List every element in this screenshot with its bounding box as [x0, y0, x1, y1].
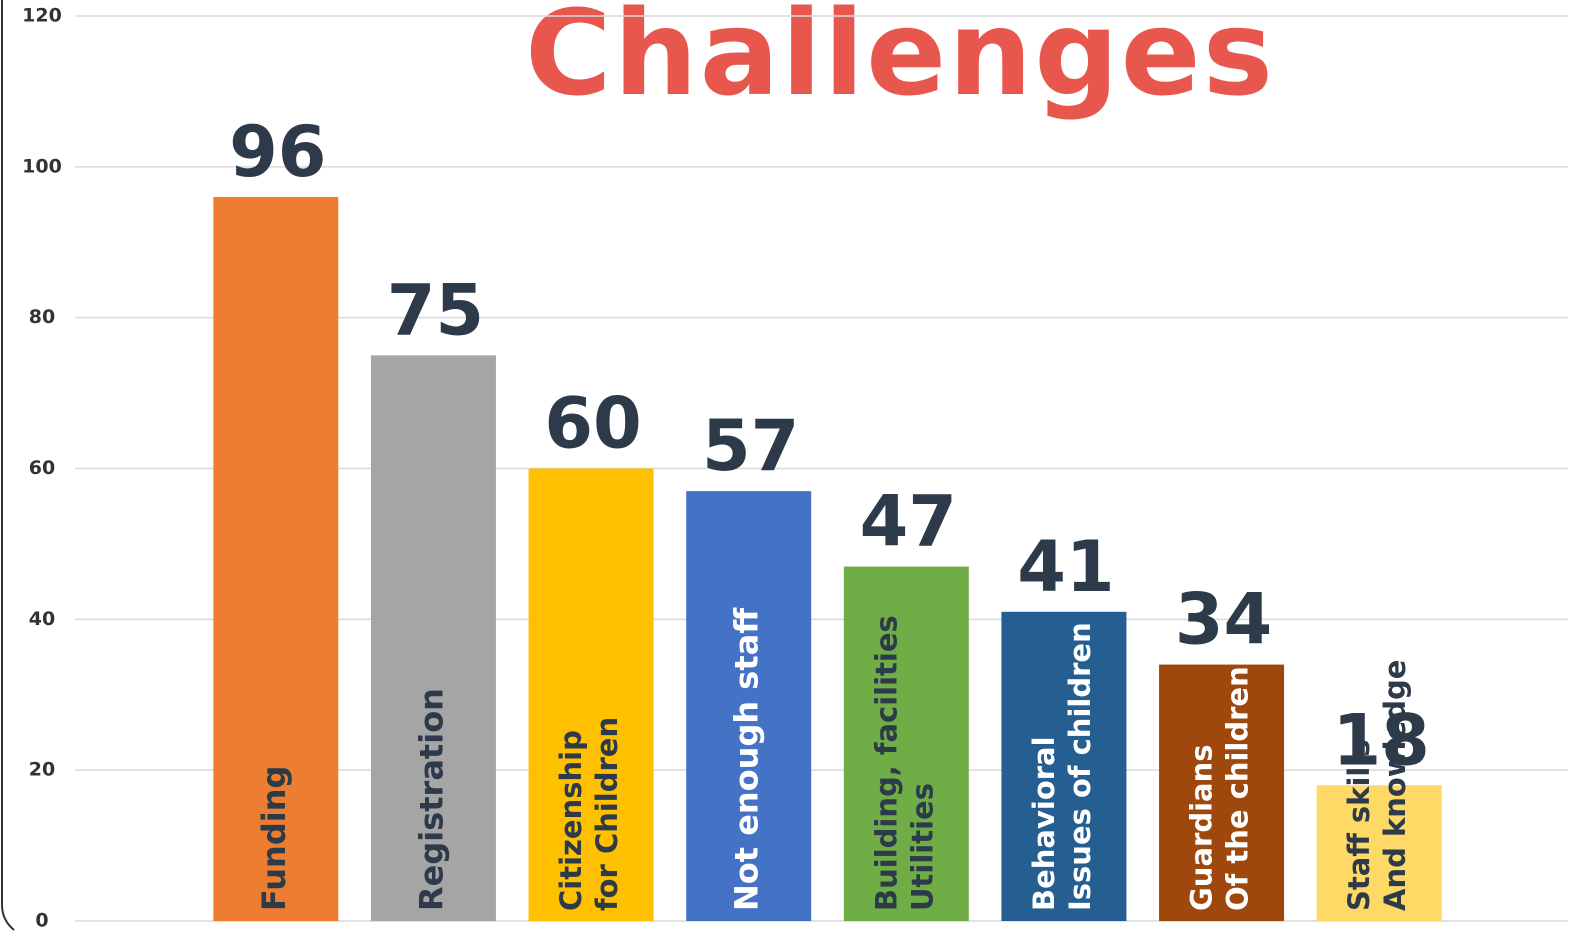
x-category-label: Funding: [255, 766, 293, 911]
data-label: 47: [860, 481, 957, 563]
data-label: 60: [544, 383, 641, 465]
data-label: 75: [387, 269, 484, 351]
x-category-label: Building, facilitiesUtilities: [869, 615, 939, 911]
y-tick-label: 0: [35, 910, 48, 932]
data-label: 34: [1175, 579, 1272, 661]
data-label: 57: [702, 405, 799, 487]
frame-edge: [1, 0, 15, 931]
x-category-label: GuardiansOf the children: [1185, 666, 1255, 911]
y-tick-label: 40: [29, 608, 55, 630]
bar: [213, 197, 339, 921]
chart-title: Challenges: [525, 0, 1275, 122]
x-category-label: Not enough staff: [728, 607, 766, 911]
y-tick-label: 20: [29, 759, 55, 781]
data-label: 96: [229, 111, 326, 193]
x-category-label: Staff skillsAnd knowledge: [1342, 660, 1412, 911]
y-tick-label: 100: [22, 155, 62, 177]
data-label: 41: [1017, 526, 1114, 608]
bar: [370, 355, 496, 921]
y-tick-label: 80: [29, 306, 55, 328]
y-tick-label: 120: [22, 5, 62, 27]
bar: [1159, 664, 1285, 921]
bar: [1001, 611, 1127, 921]
bar: [686, 491, 812, 921]
x-category-label: Registration: [412, 688, 450, 911]
bar: [1316, 785, 1442, 921]
bar: [528, 468, 654, 921]
x-category-label: BehavioralIssues of children: [1027, 622, 1097, 911]
data-label: 18: [1332, 699, 1429, 781]
y-tick-label: 60: [29, 457, 55, 479]
x-category-label: Citizenshipfor Children: [554, 717, 624, 911]
bar: [843, 566, 969, 921]
